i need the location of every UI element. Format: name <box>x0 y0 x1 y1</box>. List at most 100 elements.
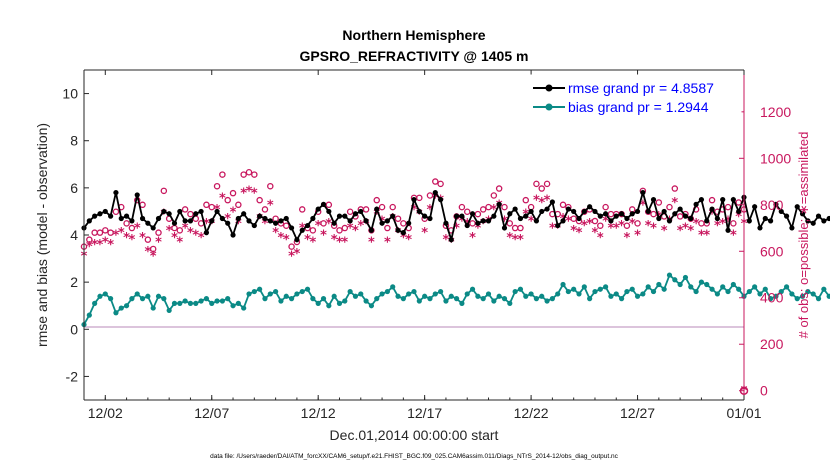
bias-point <box>113 310 119 316</box>
rmse-point <box>459 213 465 219</box>
assimilated-obs-marker: * <box>411 203 418 218</box>
assimilated-obs-marker: * <box>416 208 423 223</box>
y-tick-label: 2 <box>70 274 78 290</box>
possible-obs-marker <box>533 180 540 188</box>
possible-obs-marker <box>362 206 370 213</box>
possible-obs-marker <box>426 192 434 199</box>
rmse-point <box>794 204 800 210</box>
bias-point <box>549 296 555 302</box>
bias-point <box>496 293 502 299</box>
assimilated-obs-marker: * <box>171 231 178 246</box>
legend-box <box>527 74 742 121</box>
assimilated-obs-marker: * <box>645 219 652 234</box>
bias-point <box>395 293 401 299</box>
bias-point <box>139 296 146 302</box>
bias-point <box>469 286 476 292</box>
bias-point <box>406 291 412 297</box>
rmse-point <box>650 197 657 203</box>
bias-point <box>757 291 763 297</box>
bias-point <box>187 300 194 306</box>
rmse-point <box>283 215 289 222</box>
rmse-point <box>209 218 215 224</box>
y2-tick-label: 0 <box>760 383 768 399</box>
possible-obs-marker <box>341 224 349 232</box>
bias-point <box>746 288 752 295</box>
rmse-point <box>757 225 763 231</box>
assimilated-obs-marker: * <box>182 222 189 237</box>
y-tick-label: 8 <box>70 133 78 149</box>
bias-point <box>358 291 364 297</box>
bias-point <box>262 296 268 302</box>
bias-point <box>645 284 651 290</box>
assimilated-obs-marker: * <box>405 233 412 248</box>
assimilated-obs-marker: * <box>283 233 290 248</box>
assimilated-obs-marker: * <box>469 231 476 246</box>
assimilated-obs-marker: * <box>677 224 684 239</box>
rmse-point <box>491 213 497 219</box>
possible-obs-marker <box>240 171 247 178</box>
assimilated-obs-marker: * <box>309 235 316 250</box>
bias-point <box>523 293 529 299</box>
possible-obs-marker <box>267 182 274 190</box>
rmse-point <box>666 218 673 224</box>
assimilated-obs-marker: * <box>421 226 428 241</box>
rmse-point <box>241 211 247 217</box>
rmse-point <box>789 225 795 231</box>
assimilated-obs-marker: * <box>113 229 120 244</box>
possible-obs-marker <box>389 203 396 211</box>
bias-point <box>815 296 822 302</box>
possible-obs-marker <box>378 203 386 211</box>
possible-obs-marker <box>394 215 402 222</box>
bias-point <box>304 286 311 292</box>
assimilated-obs-marker: * <box>262 217 269 232</box>
y2-tick-label: 200 <box>760 336 784 352</box>
possible-obs-marker <box>597 222 604 229</box>
rmse-point <box>682 213 689 219</box>
rmse-point <box>656 215 662 222</box>
assimilated-obs-marker: * <box>533 194 540 209</box>
bias-point <box>650 288 657 295</box>
bias-point <box>725 288 731 295</box>
bias-point <box>459 300 465 306</box>
bias-point <box>677 281 683 288</box>
rmse-point <box>422 213 428 219</box>
rmse-point <box>395 227 401 233</box>
rmse-point <box>464 222 470 229</box>
possible-obs-marker <box>432 178 439 185</box>
rmse-point <box>150 225 156 231</box>
rmse-point <box>273 220 279 226</box>
rmse-point <box>544 206 550 212</box>
bias-point <box>560 281 566 288</box>
bias-point <box>464 291 470 297</box>
assimilated-obs-marker: * <box>224 212 231 227</box>
assimilated-obs-marker: * <box>389 212 396 227</box>
bias-point <box>288 296 295 302</box>
bias-point <box>826 293 830 299</box>
bias-point <box>108 296 114 302</box>
bias-point <box>342 298 348 304</box>
assimilated-obs-marker: * <box>576 226 583 241</box>
legend-rmse-marker <box>545 84 553 92</box>
rmse-point <box>374 206 380 212</box>
bias-point <box>768 296 774 302</box>
bias-point <box>661 286 667 292</box>
possible-obs-marker <box>501 203 508 211</box>
rmse-point <box>438 197 444 203</box>
rmse-point <box>443 220 449 226</box>
rmse-point <box>384 218 390 224</box>
rmse-point <box>294 237 300 243</box>
legend-bias-marker <box>545 103 553 111</box>
rmse-point <box>368 227 375 233</box>
assimilated-obs-marker: * <box>128 233 135 248</box>
bias-point <box>805 288 811 295</box>
x-tick-label: 12/12 <box>301 405 336 421</box>
x-tick-label: 01/01 <box>726 405 761 421</box>
possible-obs-marker <box>251 171 258 178</box>
possible-obs-marker <box>463 208 471 216</box>
bias-point <box>720 284 726 290</box>
bias-point <box>656 281 662 288</box>
rmse-point <box>203 230 210 236</box>
bias-point <box>294 291 300 297</box>
assimilated-obs-marker: * <box>97 238 104 253</box>
possible-obs-marker <box>666 203 673 211</box>
